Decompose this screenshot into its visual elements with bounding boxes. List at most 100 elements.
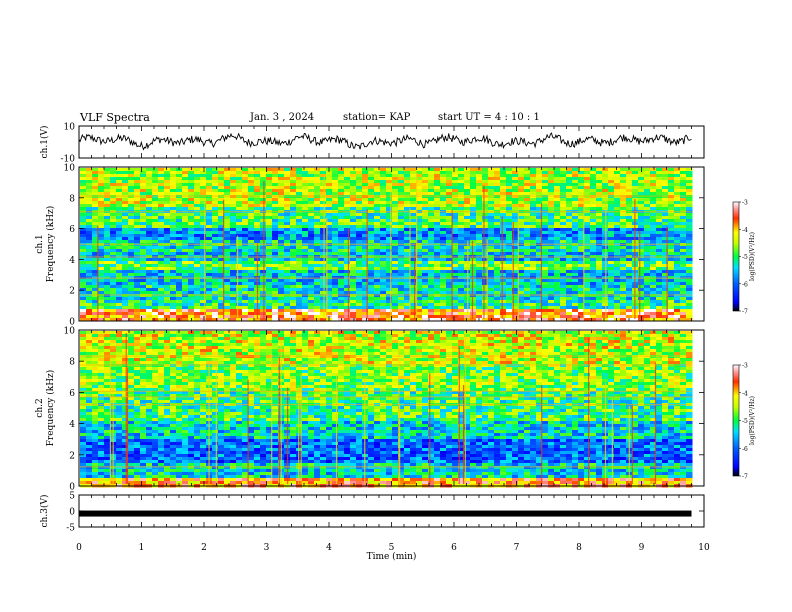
spectrogram-cell bbox=[428, 306, 435, 310]
spectrogram-cell bbox=[284, 225, 291, 229]
spectrogram-cell bbox=[464, 192, 471, 196]
spectrogram-cell bbox=[110, 294, 117, 298]
spectrogram-cell bbox=[266, 309, 273, 313]
spectrogram-cell bbox=[422, 201, 429, 205]
spectrogram-cell bbox=[194, 174, 201, 178]
spectrogram-cell bbox=[416, 222, 423, 226]
spectrogram-cell bbox=[494, 294, 501, 298]
spectrogram-cell bbox=[236, 237, 243, 241]
spectrogram-cell bbox=[218, 267, 225, 271]
spectrogram-cell bbox=[518, 237, 525, 241]
spectrogram-cell bbox=[398, 264, 405, 268]
spectrogram-cell bbox=[248, 183, 255, 187]
spectrogram-cell bbox=[200, 201, 207, 205]
spectrogram-cell bbox=[368, 288, 375, 292]
spectrogram-cell bbox=[644, 300, 651, 304]
spectrogram-cell bbox=[638, 258, 645, 262]
spectrogram-cell bbox=[332, 216, 339, 220]
spectrogram-cell bbox=[566, 213, 573, 217]
spectrogram-cell bbox=[182, 231, 189, 235]
spectrogram-cell bbox=[212, 300, 219, 304]
spectrogram-cell bbox=[386, 297, 393, 301]
spectrogram-cell bbox=[398, 213, 405, 217]
spectrogram-cell bbox=[548, 171, 555, 175]
spectrogram-cell bbox=[500, 249, 507, 253]
spectrogram-cell bbox=[488, 258, 495, 262]
spectrogram-cell bbox=[488, 231, 495, 235]
spectrogram-cell bbox=[458, 243, 465, 247]
spectrogram-cell bbox=[182, 303, 189, 307]
spectrogram-cell bbox=[476, 306, 483, 310]
spectrogram-cell bbox=[356, 213, 363, 217]
spectrogram-cell bbox=[494, 270, 501, 274]
spectrogram-cell bbox=[656, 216, 663, 220]
spectrogram-cell bbox=[218, 171, 225, 175]
spectrogram-cell bbox=[356, 243, 363, 247]
spectrogram-cell bbox=[236, 216, 243, 220]
spectrogram-cell bbox=[578, 234, 585, 238]
spectrogram-cell bbox=[158, 300, 165, 304]
spectrogram-cell bbox=[140, 237, 147, 241]
spectrogram-cell bbox=[350, 294, 357, 298]
spectrogram-cell bbox=[608, 306, 615, 310]
spectrogram-cell bbox=[578, 204, 585, 208]
spectrogram-cell bbox=[500, 285, 507, 289]
spectrogram-cell bbox=[116, 300, 123, 304]
spectrogram-cell bbox=[260, 249, 267, 253]
spectrogram-cell bbox=[578, 300, 585, 304]
spectrogram-cell bbox=[470, 294, 477, 298]
spectrogram-cell bbox=[314, 246, 321, 250]
spectrogram-cell bbox=[656, 288, 663, 292]
spectrogram-cell bbox=[164, 261, 171, 265]
spectrogram-cell bbox=[218, 309, 225, 313]
spectrogram-cell bbox=[176, 291, 183, 295]
spectrogram-cell bbox=[326, 201, 333, 205]
spectrogram-cell bbox=[674, 306, 681, 310]
spectrogram-cell bbox=[446, 228, 453, 232]
spectrogram-cell bbox=[434, 198, 441, 202]
spectrogram-cell bbox=[416, 258, 423, 262]
spectrogram-cell bbox=[308, 174, 315, 178]
spectrogram-cell bbox=[554, 225, 561, 229]
spectrogram-cell bbox=[638, 171, 645, 175]
spectrogram-cell bbox=[170, 198, 177, 202]
spectrogram-cell bbox=[542, 282, 549, 286]
spectrogram-cell bbox=[578, 195, 585, 199]
spectrogram-cell bbox=[626, 234, 633, 238]
spectrogram-cell bbox=[434, 291, 441, 295]
spectrogram-cell bbox=[212, 216, 219, 220]
spectrogram-cell bbox=[92, 252, 99, 256]
spectrogram-cell bbox=[92, 192, 99, 196]
spectrogram-cell bbox=[164, 171, 171, 175]
spectrogram-cell bbox=[470, 174, 477, 178]
spectrogram-cell bbox=[284, 270, 291, 274]
spectrogram-cell bbox=[104, 237, 111, 241]
spectrogram-cell bbox=[590, 204, 597, 208]
spectrogram-cell bbox=[236, 195, 243, 199]
spectrogram-cell bbox=[668, 231, 675, 235]
spectrogram-cell bbox=[410, 306, 417, 310]
spectrogram-cell bbox=[590, 306, 597, 310]
spectrogram-cell bbox=[140, 261, 147, 265]
spectrogram-cell bbox=[362, 282, 369, 286]
spectrogram-cell bbox=[506, 294, 513, 298]
spectrogram-cell bbox=[494, 279, 501, 283]
spectrogram-cell bbox=[194, 189, 201, 193]
spectrogram-cell bbox=[380, 198, 387, 202]
spectrogram-cell bbox=[230, 300, 237, 304]
spectrogram-cell bbox=[350, 231, 357, 235]
spectrogram-cell bbox=[320, 261, 327, 265]
spectrogram-cell bbox=[392, 228, 399, 232]
spectrogram-cell bbox=[392, 252, 399, 256]
spectrogram-cell bbox=[284, 309, 291, 313]
spectrogram-cell bbox=[128, 195, 135, 199]
spectrogram-cell bbox=[344, 309, 351, 313]
spectrogram-cell bbox=[476, 279, 483, 283]
spectrogram-cell bbox=[176, 306, 183, 310]
spectrogram-cell bbox=[416, 303, 423, 307]
spectrogram-cell bbox=[470, 258, 477, 262]
spectrogram-cell bbox=[266, 174, 273, 178]
spectrogram-cell bbox=[500, 252, 507, 256]
spectrogram-cell bbox=[266, 252, 273, 256]
spectrogram-cell bbox=[200, 234, 207, 238]
